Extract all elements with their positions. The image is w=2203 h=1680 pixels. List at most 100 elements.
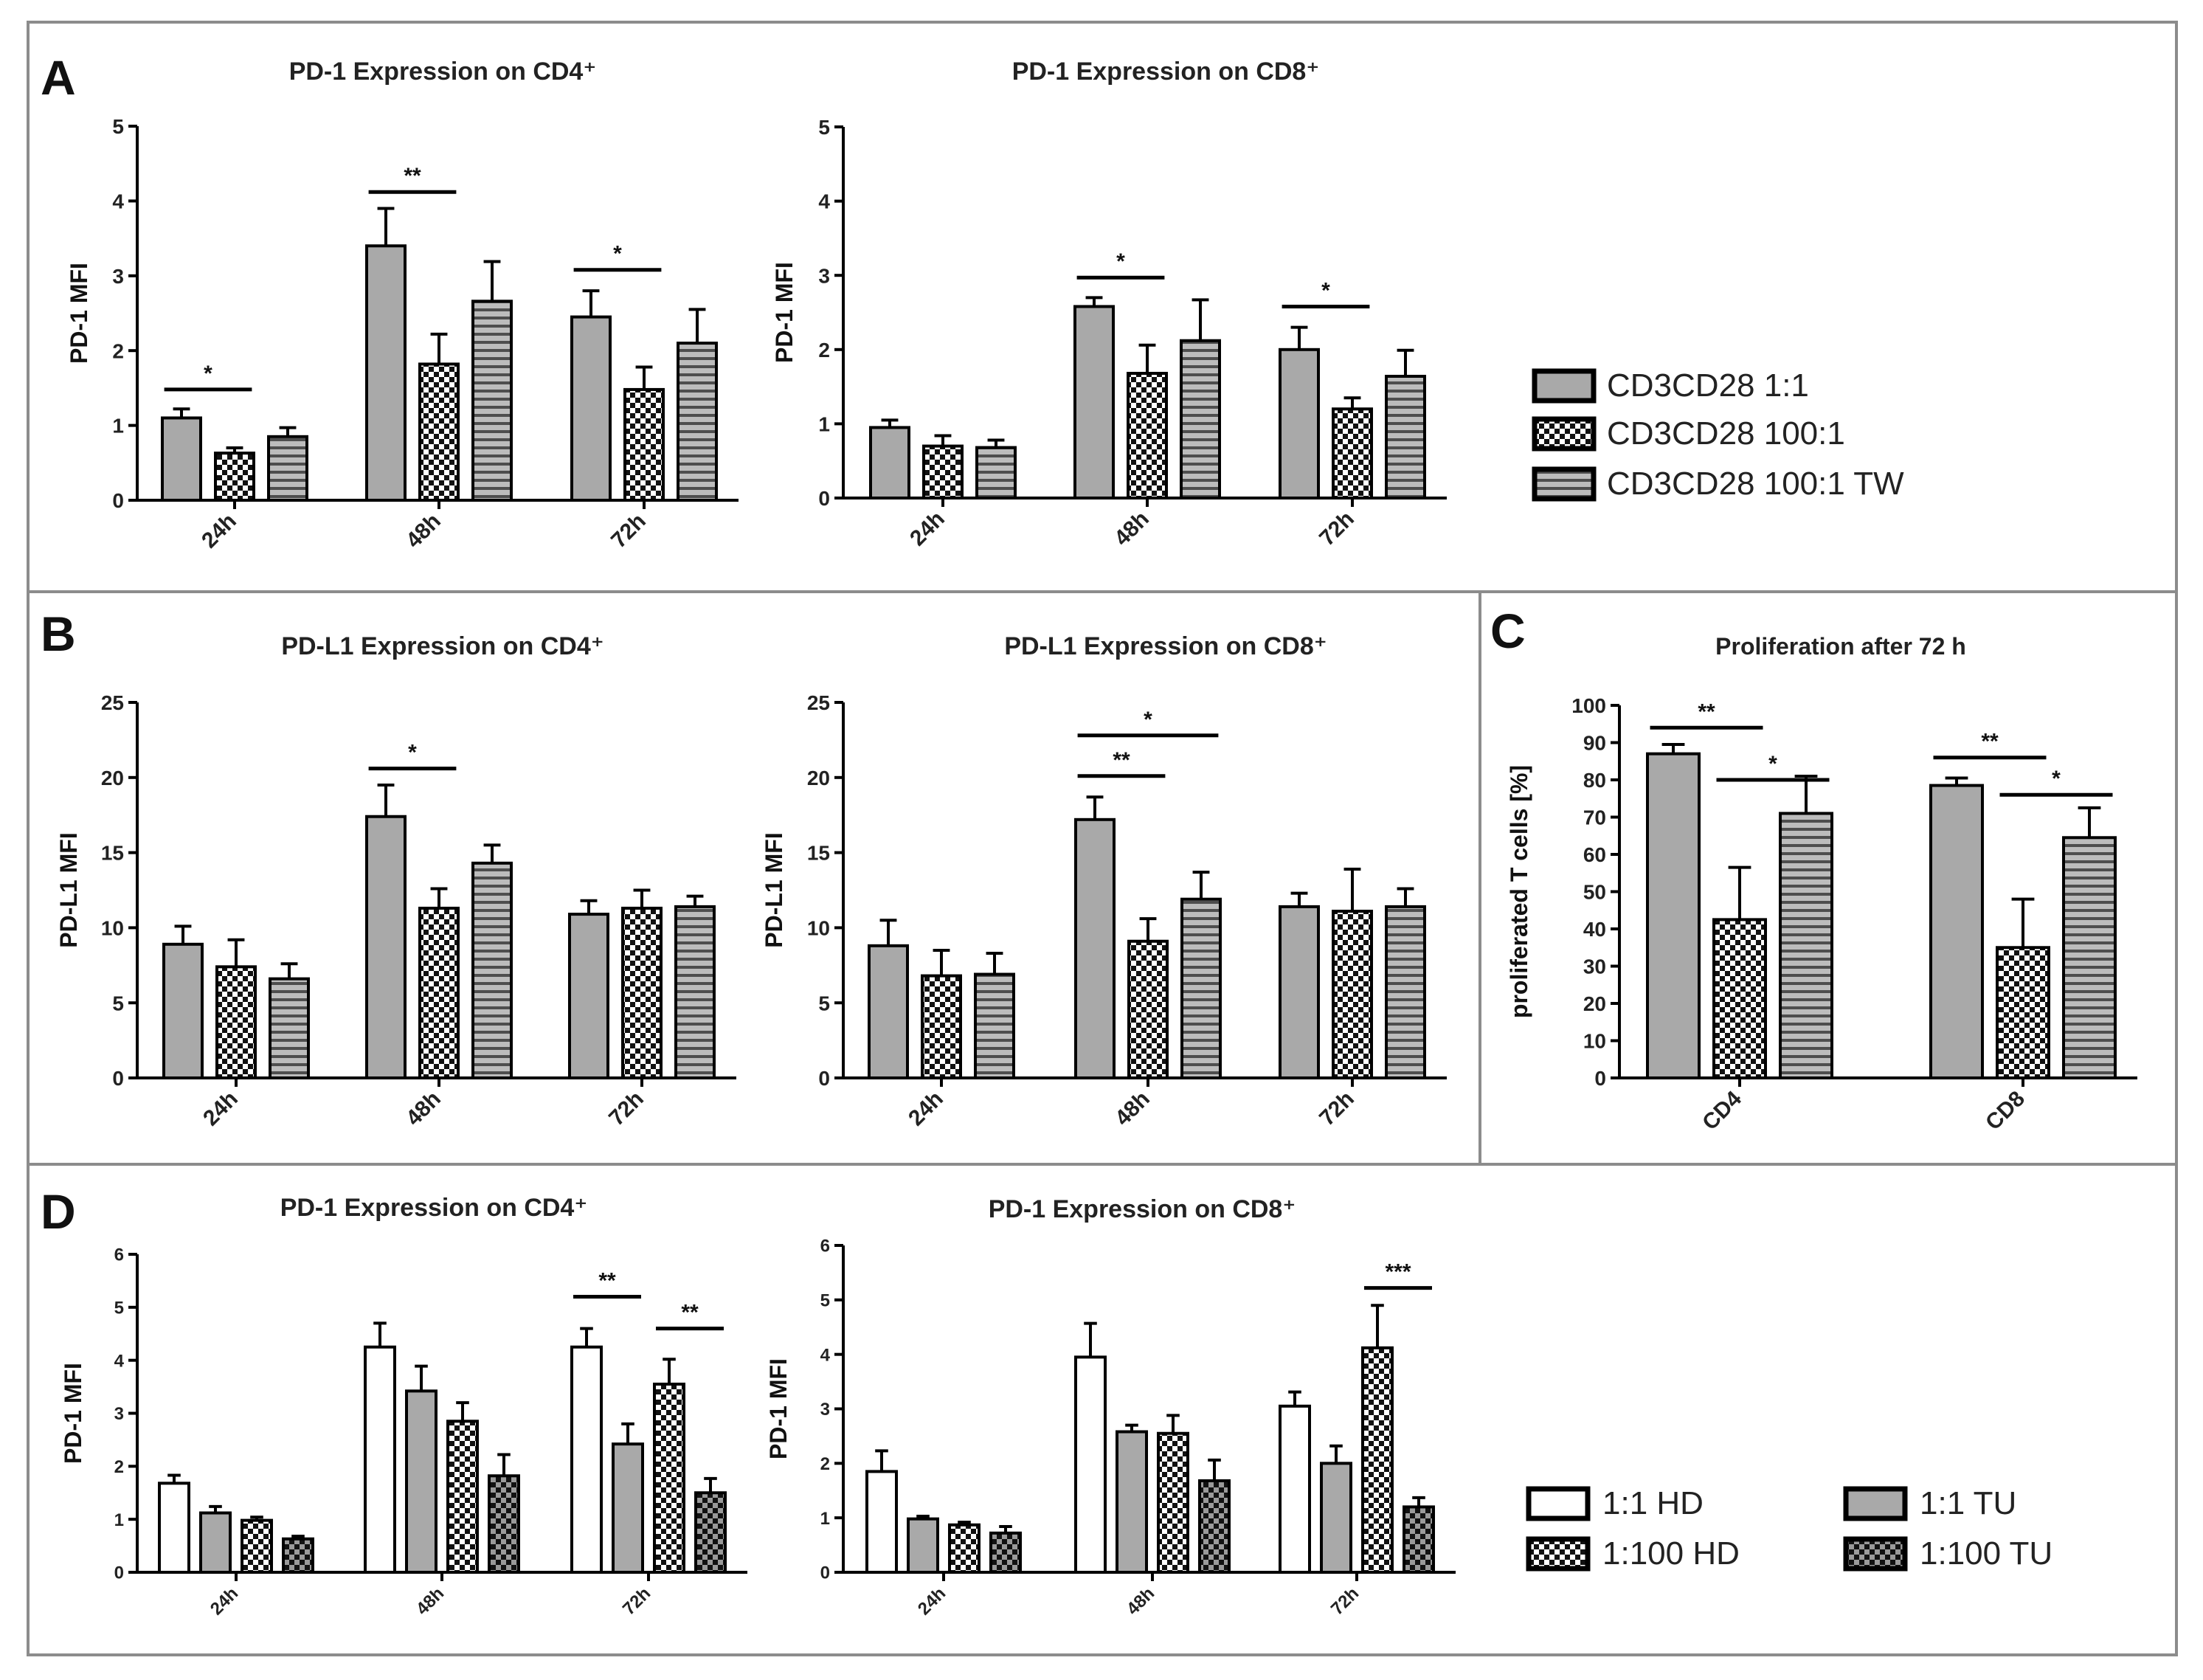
significance-label: *: [613, 242, 622, 266]
bar-72h-2: [621, 906, 663, 1079]
y-tick-label: 5: [112, 115, 124, 138]
chart-a-1: PD-1 Expression on CD4⁺ 0 1 2 3 4 5 PD-1 MFI 24h…: [66, 58, 739, 553]
y-tick-label: 5: [112, 992, 124, 1014]
bar-72h-2: [623, 387, 665, 502]
y-axis-label: PD-L1 MFI: [761, 832, 787, 947]
y-tick-label: 4: [820, 1345, 831, 1365]
significance-label: *: [1116, 249, 1125, 274]
bar-72h-3: [1385, 375, 1426, 499]
chart-title: PD-1 Expression on CD4⁺: [280, 1194, 588, 1222]
y-tick-label: 20: [1583, 992, 1606, 1015]
y-tick-label: 1: [112, 415, 124, 438]
bar-48h-2: [418, 362, 460, 502]
x-category-label: 72h: [619, 1583, 654, 1619]
x-category-label: 72h: [1315, 1087, 1359, 1131]
legend-swatch-cd3cd28-100-1: [1532, 416, 1597, 452]
bar-72h-2: [1332, 407, 1373, 500]
bar-72h-1: [570, 315, 612, 502]
y-tick-label: 2: [112, 339, 124, 362]
legend-swatch-1-1-hd: [1526, 1486, 1591, 1521]
bar-48h-4: [1198, 1479, 1231, 1574]
y-tick-label: 20: [101, 767, 124, 789]
chart-c-5: Proliferation after 72 h 0 10 20 30 40 50 60 70 8…: [1506, 633, 2137, 1135]
chart-title: PD-1 Expression on CD8⁺: [1012, 58, 1320, 86]
chart-b-4: PD-L1 Expression on CD8⁺ 0 5 10 15 20 25 PD-L1 …: [761, 632, 1447, 1131]
significance-label: *: [1321, 278, 1330, 303]
x-category-label: 24h: [197, 509, 241, 553]
bar-24h-1: [869, 426, 910, 499]
y-axis-label: PD-1 MFI: [765, 1358, 792, 1459]
legend-label-cd3cd28-1-1: CD3CD28 1:1: [1607, 367, 1809, 404]
y-tick-label: 4: [114, 1351, 125, 1371]
legend-swatch-1-1-tu: [1843, 1486, 1908, 1521]
chart-title: PD-L1 Expression on CD8⁺: [1004, 632, 1327, 660]
bar-24h-1: [161, 416, 202, 502]
y-tick-label: 100: [1571, 694, 1606, 717]
x-category-label: CD8: [1981, 1087, 2030, 1135]
bar-72h-1: [570, 1345, 603, 1574]
bar-48h-3: [1157, 1431, 1189, 1574]
bar-24h-2: [922, 444, 964, 500]
bar-48h-3: [1180, 897, 1222, 1079]
significance-label: **: [1698, 699, 1715, 724]
bar-24h-1: [865, 1470, 898, 1574]
significance-label: ***: [1385, 1260, 1411, 1285]
bar-72h-3: [1385, 905, 1426, 1079]
bar-cd8-3: [2062, 836, 2117, 1080]
bar-48h-2: [1116, 1430, 1148, 1574]
bar-72h-3: [674, 905, 716, 1079]
bar-48h-1: [365, 244, 407, 502]
y-tick-label: 0: [818, 487, 830, 510]
bar-48h-3: [471, 300, 513, 502]
x-category-label: 24h: [207, 1583, 242, 1619]
significance-label: **: [598, 1268, 616, 1293]
y-tick-label: 5: [818, 116, 830, 139]
significance-label: **: [1981, 730, 1999, 754]
legend-label-1-100-hd: 1:100 HD: [1602, 1535, 1740, 1572]
y-tick-label: 1: [820, 1509, 830, 1529]
bar-24h-3: [948, 1523, 981, 1574]
bar-24h-4: [989, 1531, 1022, 1574]
y-tick-label: 25: [101, 691, 124, 714]
legend-label-1-100-tu: 1:100 TU: [1920, 1535, 2052, 1572]
bar-48h-2: [405, 1389, 438, 1574]
bar-24h-2: [907, 1517, 939, 1574]
legend-label-cd3cd28-100-1: CD3CD28 100:1: [1607, 415, 1845, 452]
bar-cd8-2: [1996, 946, 2050, 1079]
x-category-label: 24h: [914, 1583, 950, 1619]
bar-48h-2: [418, 906, 460, 1079]
y-tick-label: 6: [820, 1237, 830, 1256]
bar-24h-3: [241, 1518, 273, 1574]
y-tick-label: 80: [1583, 769, 1606, 792]
bar-72h-2: [1320, 1462, 1352, 1574]
x-category-label: CD4: [1698, 1086, 1746, 1135]
y-tick-label: 10: [807, 916, 830, 939]
bar-24h-2: [199, 1511, 232, 1574]
significance-label: *: [2052, 767, 2061, 791]
x-category-label: 24h: [904, 1087, 948, 1131]
bar-48h-4: [488, 1474, 520, 1574]
bar-48h-3: [1180, 339, 1221, 499]
y-tick-label: 60: [1583, 843, 1606, 866]
x-category-label: 48h: [1110, 1087, 1155, 1131]
y-tick-label: 6: [114, 1245, 124, 1265]
legend-label-1-1-tu: 1:1 TU: [1920, 1485, 2016, 1521]
bar-cd8-1: [1929, 784, 1984, 1079]
charts-layer: PD-1 Expression on CD4⁺ 0 1 2 3 4 5 PD-1 MFI 24h…: [55, 58, 2137, 1619]
bar-48h-2: [1127, 939, 1169, 1079]
bar-72h-2: [1332, 910, 1373, 1080]
y-tick-label: 3: [820, 1400, 830, 1420]
bar-72h-3: [1361, 1346, 1394, 1574]
y-tick-label: 0: [1594, 1067, 1606, 1090]
x-category-label: 48h: [1110, 507, 1154, 551]
panel-borders: [27, 21, 2178, 1656]
bar-cd4-1: [1646, 752, 1701, 1080]
y-axis-label: PD-1 MFI: [66, 263, 92, 364]
y-axis-label: PD-1 MFI: [771, 262, 798, 363]
bar-72h-4: [1403, 1505, 1435, 1574]
bar-24h-3: [267, 435, 308, 502]
x-category-label: 48h: [401, 509, 446, 553]
bar-72h-2: [612, 1442, 644, 1574]
y-axis-label: PD-L1 MFI: [55, 832, 82, 947]
